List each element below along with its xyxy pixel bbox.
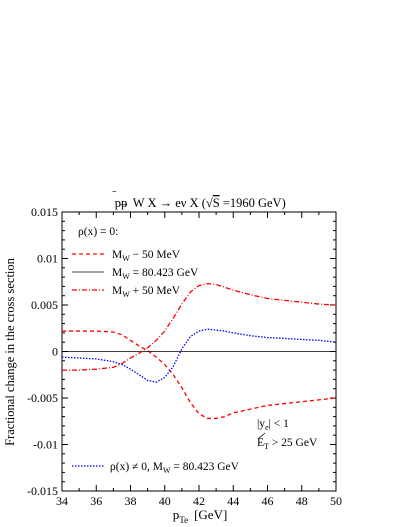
series-line-rho-nonzero xyxy=(61,328,337,383)
x-tick-label: 46 xyxy=(262,494,274,508)
x-axis-label: pTe [GeV] xyxy=(173,507,228,525)
y-tick-label: 0.015 xyxy=(31,205,58,219)
series-line-mw-minus xyxy=(62,330,337,420)
legend-label-mw-plus: MW + 50 MeV xyxy=(112,285,181,299)
y-tick-label: -0.005 xyxy=(27,391,58,405)
x-tick-label: 42 xyxy=(193,494,205,508)
y-tick-label: 0.01 xyxy=(37,252,58,266)
series-line-mw-plus xyxy=(62,282,337,371)
x-tick-label: 44 xyxy=(227,494,239,508)
x-tick-label: 48 xyxy=(296,494,308,508)
legend-label-mw-nominal: MW = 80.423 GeV xyxy=(112,267,199,281)
x-tick-label: 50 xyxy=(330,494,342,508)
x-tick-label: 36 xyxy=(90,494,102,508)
x-ticks: 34 36 38 40 42 44 46 48 50 xyxy=(56,212,342,508)
y-tick-label: -0.015 xyxy=(27,484,58,498)
series-lines xyxy=(61,282,337,420)
legend-label-mw-minus: MW − 50 MeV xyxy=(112,249,181,263)
y-axis-label: Fractional change in the cross section xyxy=(3,257,17,446)
met-slash xyxy=(257,432,266,440)
chart-title: pp̄ → W X → eν X (√S =1960 GeV) xyxy=(112,190,286,210)
rapidity-cut-annotation: |ye| < 1 xyxy=(257,418,289,432)
y-tick-label: 0 xyxy=(52,345,58,359)
y-ticks: -0.015 -0.01 -0.005 0 0.005 0.01 0.015 xyxy=(27,205,336,498)
legend: ρ(x) = 0: MW − 50 MeV MW = 80.423 GeV MW… xyxy=(72,226,240,475)
legend-heading: ρ(x) = 0: xyxy=(78,226,118,238)
met-cut-annotation: ET > 25 GeV xyxy=(257,437,318,451)
x-tick-label: 40 xyxy=(159,494,171,508)
x-tick-label: 38 xyxy=(125,494,137,508)
legend-label-rho-nonzero: ρ(x) ≠ 0, MW = 80.423 GeV xyxy=(110,461,240,475)
y-tick-label: -0.01 xyxy=(33,438,58,452)
y-tick-label: 0.005 xyxy=(31,298,58,312)
x-tick-label: 34 xyxy=(56,494,68,508)
